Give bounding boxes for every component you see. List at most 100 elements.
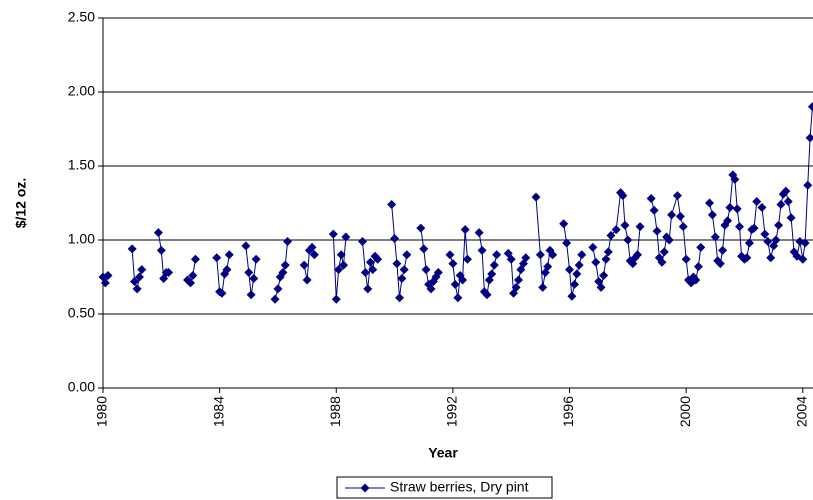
data-point (783, 197, 793, 207)
data-point (132, 284, 142, 294)
data-point (646, 194, 656, 204)
y-axis-label: $/12 oz. (13, 178, 29, 229)
data-point (599, 271, 609, 281)
x-tick-label: 1984 (210, 396, 226, 427)
data-point (771, 235, 781, 245)
data-point (735, 222, 745, 232)
data-point (786, 213, 796, 223)
data-point (368, 265, 378, 275)
data-point (742, 253, 752, 263)
data-point (309, 250, 319, 260)
data-point (667, 210, 677, 220)
data-point (588, 242, 598, 252)
y-tick-label: 0.50 (68, 305, 95, 321)
data-point (363, 284, 373, 294)
x-tick-label: 1988 (327, 396, 343, 427)
data-point (278, 268, 288, 278)
data-point (707, 210, 717, 220)
data-point (416, 223, 426, 233)
data-point (744, 238, 754, 248)
data-point (251, 254, 261, 264)
data-point (601, 254, 611, 264)
legend-marker (360, 483, 370, 493)
data-point (776, 199, 786, 209)
data-point (433, 268, 443, 278)
data-point (774, 220, 784, 230)
data-point (521, 253, 531, 263)
data-point (514, 275, 524, 285)
data-point (572, 269, 582, 279)
data-point (129, 276, 139, 286)
legend-label: Straw berries, Dry pint (390, 479, 529, 495)
data-point (652, 226, 662, 236)
x-tick-label: 1992 (444, 396, 460, 427)
data-point (270, 294, 280, 304)
data-point (212, 253, 222, 263)
data-point (678, 222, 688, 232)
data-point (397, 273, 407, 283)
data-point (164, 268, 174, 278)
data-point (803, 180, 813, 190)
y-tick-label: 2.50 (68, 9, 95, 25)
data-point (249, 273, 259, 283)
data-point (630, 253, 640, 263)
data-point (458, 275, 468, 285)
data-point (448, 259, 458, 269)
data-point (635, 222, 645, 232)
data-point (489, 260, 499, 270)
data-point (781, 186, 791, 196)
data-point (426, 284, 436, 294)
data-point (538, 282, 548, 292)
data-point (395, 293, 405, 303)
legend-box (336, 476, 553, 499)
data-point (691, 275, 701, 285)
data-point (531, 192, 541, 202)
data-point (798, 254, 808, 264)
data-point (392, 259, 402, 269)
data-point (596, 282, 606, 292)
data-point (704, 198, 714, 208)
data-point (283, 236, 293, 246)
data-point (365, 257, 375, 267)
data-point (137, 265, 147, 275)
data-point (156, 245, 166, 255)
data-point (591, 257, 601, 267)
data-point (730, 174, 740, 184)
data-point (715, 259, 725, 269)
y-tick-label: 2.00 (68, 83, 95, 99)
data-point (477, 245, 487, 255)
x-tick-label: 2004 (793, 396, 809, 427)
x-tick-label: 2000 (677, 396, 693, 427)
data-point (562, 238, 572, 248)
data-point (402, 250, 412, 260)
data-point (273, 284, 283, 294)
data-point (623, 235, 633, 245)
data-point (373, 254, 383, 264)
data-point (548, 250, 558, 260)
data-point (800, 238, 810, 248)
data-point (603, 247, 613, 257)
data-point (445, 250, 455, 260)
data-point (299, 260, 309, 270)
data-point (752, 197, 762, 207)
data-point (246, 290, 256, 300)
data-point (421, 265, 431, 275)
data-point (632, 250, 642, 260)
data-point (681, 254, 691, 264)
data-point (241, 241, 251, 251)
data-point (453, 293, 463, 303)
data-point (134, 272, 144, 282)
data-point (460, 225, 470, 235)
data-point (543, 262, 553, 272)
data-point (244, 268, 254, 278)
data-point (487, 269, 497, 279)
data-point (222, 265, 232, 275)
data-point (763, 236, 773, 246)
data-point (153, 228, 163, 238)
data-point (805, 133, 813, 143)
y-tick-label: 1.00 (68, 231, 95, 247)
data-point (217, 288, 227, 298)
data-point (103, 271, 113, 281)
data-point (474, 228, 484, 238)
